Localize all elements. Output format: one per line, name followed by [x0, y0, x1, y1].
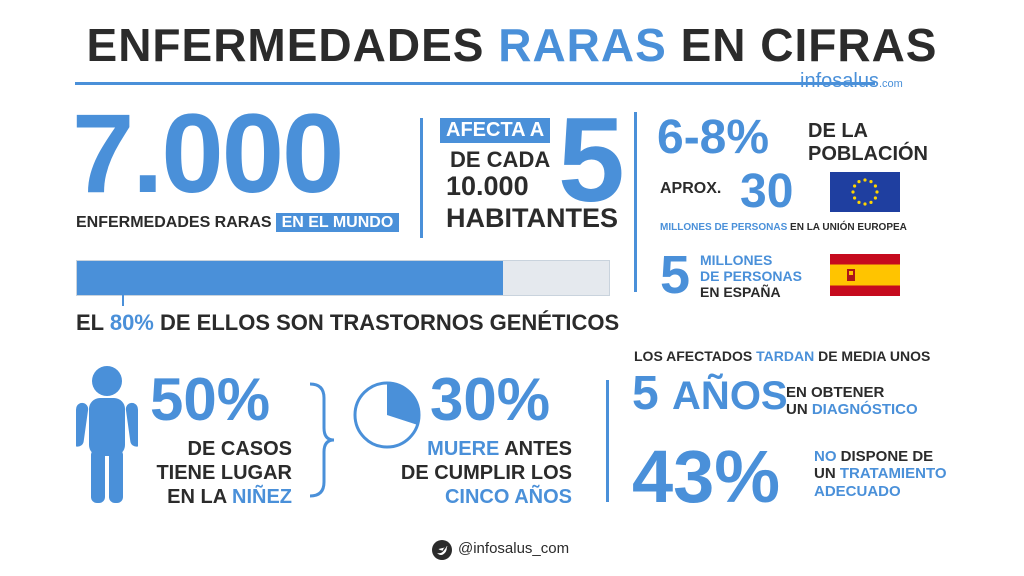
- treatment-label-line1-hl: NO: [814, 448, 837, 465]
- genetic-progress-fill: [77, 261, 503, 295]
- childhood-label-line3-hl: NIÑEZ: [232, 486, 292, 508]
- mortality-label: MUERE ANTES DE CUMPLIR LOS CINCO AÑOS: [388, 437, 572, 509]
- diagnosis-label-line1: EN OBTENER: [786, 384, 885, 401]
- genetic-caption-post: DE ELLOS SON TRASTORNOS GENÉTICOS: [153, 310, 620, 335]
- childhood-label-line2: TIENE LUGAR: [156, 462, 292, 484]
- genetic-caption-pre: EL: [76, 310, 110, 335]
- eu-millions-label: MILLONES DE PERSONAS EN LA UNIÓN EUROPEA: [660, 222, 907, 233]
- diagnosis-intro-pre: LOS AFECTADOS: [634, 348, 757, 364]
- diagnosis-intro-hl: TARDAN: [756, 348, 815, 364]
- diagnosis-label-line2-pre: UN: [786, 400, 812, 418]
- diseases-label: ENFERMEDADES RARAS EN EL MUNDO: [76, 213, 400, 232]
- genetic-progress-bar: [76, 260, 610, 296]
- diagnosis-years-unit: AÑOS: [672, 374, 788, 418]
- spain-millions: 5: [660, 245, 691, 305]
- childhood-pct: 50%: [150, 366, 271, 433]
- treatment-label-line2: UN TRATAMIENTO: [814, 465, 947, 482]
- spain-label-line2: DE PERSONAS: [700, 268, 802, 285]
- progress-marker: [122, 294, 124, 306]
- childhood-label-line3: EN LA NIÑEZ: [150, 485, 292, 509]
- mortality-pct: 30%: [430, 366, 551, 433]
- twitter-icon: [432, 540, 452, 565]
- brace-divider: [306, 380, 336, 505]
- mortality-pie-slice: [387, 383, 419, 425]
- treatment-label-line2-hl: TRATAMIENTO: [839, 465, 947, 483]
- diagnosis-label: EN OBTENER UN DIAGNÓSTICO: [786, 384, 918, 419]
- diagnosis-label-line2-hl: DIAGNÓSTICO: [811, 400, 918, 418]
- diagnosis-label-line2: UN DIAGNÓSTICO: [786, 400, 918, 419]
- title-highlight: RARAS: [498, 19, 667, 71]
- population-label-line2: POBLACIÓN: [808, 143, 928, 165]
- diagnosis-years-num: 5: [632, 367, 659, 420]
- mortality-label-line3: CINCO AÑOS: [444, 486, 572, 508]
- childhood-label-line1: DE CASOS: [187, 438, 292, 460]
- spain-label-line3: EN ESPAÑA: [700, 284, 781, 301]
- page-title: ENFERMEDADES RARAS EN CIFRAS: [0, 18, 1024, 72]
- twitter-handle[interactable]: @infosalus_com: [458, 540, 570, 557]
- eu-millions: 30: [740, 165, 794, 218]
- aprox-label: APROX.: [660, 180, 722, 197]
- treatment-label-line2-pre: UN: [814, 465, 840, 483]
- mortality-label-line2: DE CUMPLIR LOS: [400, 462, 572, 484]
- mortality-pie-icon: [352, 380, 422, 455]
- mortality-label-line1-hl: MUERE: [427, 438, 500, 460]
- divider: [420, 118, 423, 238]
- treatment-pct: 43%: [632, 435, 781, 518]
- childhood-label-line3-pre: EN LA: [167, 486, 232, 508]
- brand-suffix: .com: [878, 78, 903, 90]
- title-part-2: EN CIFRAS: [666, 19, 938, 71]
- eu-flag-icon: [830, 172, 900, 212]
- title-divider: [75, 82, 875, 85]
- brand-logo: infosalus.com: [800, 70, 903, 93]
- affects-total: 10.000: [446, 171, 529, 201]
- population-label: DE LA POBLACIÓN: [808, 120, 928, 166]
- treatment-label: NO DISPONE DE UN TRATAMIENTO ADECUADO: [814, 448, 947, 500]
- affects-badge: AFECTA A: [440, 118, 551, 143]
- diseases-label-text: ENFERMEDADES RARAS: [76, 214, 272, 231]
- diseases-label-highlight: EN EL MUNDO: [275, 213, 400, 232]
- diagnosis-intro-post: DE MEDIA UNOS: [814, 348, 931, 364]
- affects-of: DE CADA: [450, 147, 551, 172]
- title-part-1: ENFERMEDADES: [86, 19, 499, 71]
- affects-unit: HABITANTES: [446, 203, 618, 233]
- mortality-label-line1-text: ANTES: [499, 438, 572, 460]
- spain-flag-icon: [830, 254, 900, 296]
- eu-millions-label-text: EN LA UNIÓN EUROPEA: [787, 222, 907, 233]
- population-pct: 6-8%: [657, 111, 770, 164]
- spain-label-line1: MILLONES: [700, 252, 773, 268]
- treatment-label-line3: ADECUADO: [814, 482, 901, 500]
- diagnosis-years: 5 AÑOS: [632, 370, 788, 418]
- spain-label: MILLONES DE PERSONAS EN ESPAÑA: [700, 252, 802, 300]
- treatment-label-line1: NO DISPONE DE: [814, 448, 947, 465]
- eu-millions-label-hl: MILLONES DE PERSONAS: [660, 222, 788, 233]
- diseases-count: 7.000: [72, 91, 344, 216]
- divider: [606, 380, 609, 502]
- childhood-label: DE CASOS TIENE LUGAR EN LA NIÑEZ: [150, 437, 292, 509]
- population-label-line1: DE LA: [808, 120, 868, 142]
- mortality-label-line1: MUERE ANTES: [388, 437, 572, 461]
- brand-name: infosalus: [800, 70, 879, 92]
- divider: [634, 112, 637, 292]
- genetic-caption: EL 80% DE ELLOS SON TRASTORNOS GENÉTICOS: [76, 310, 619, 336]
- treatment-label-line1-text: DISPONE DE: [836, 448, 934, 465]
- genetic-caption-pct: 80%: [109, 310, 154, 335]
- diagnosis-intro: LOS AFECTADOS TARDAN DE MEDIA UNOS: [634, 348, 930, 364]
- child-icon: [71, 365, 143, 512]
- affects-number: 5: [558, 93, 625, 227]
